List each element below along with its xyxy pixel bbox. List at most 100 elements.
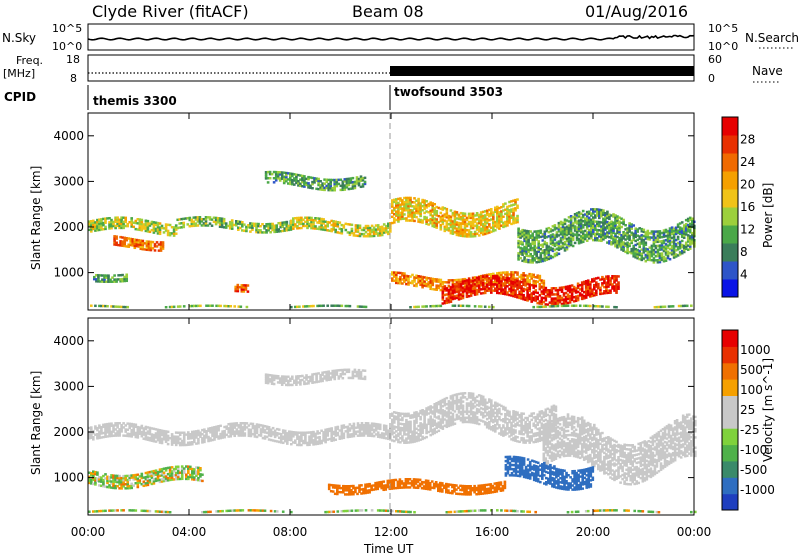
power-cell xyxy=(527,232,530,235)
power-cell xyxy=(263,231,266,234)
power-cell xyxy=(265,231,268,234)
power-cell xyxy=(451,291,455,295)
power-cell xyxy=(121,240,124,243)
power-cell xyxy=(240,284,244,287)
power-cell xyxy=(622,245,625,248)
velocity-cell xyxy=(362,424,366,427)
power-cell xyxy=(570,294,574,297)
power-cell xyxy=(628,244,631,248)
power-cell xyxy=(132,225,136,229)
velocity-cell xyxy=(443,410,447,413)
power-cell xyxy=(340,228,344,231)
power-cell xyxy=(552,287,556,290)
velocity-cell xyxy=(166,430,170,434)
velocity-cell xyxy=(108,422,111,426)
power-cell xyxy=(273,228,276,232)
velocity-cell xyxy=(429,417,433,420)
power-cell xyxy=(447,229,451,232)
power-cell xyxy=(453,304,457,307)
velocity-cell xyxy=(114,422,117,425)
power-cell xyxy=(206,224,210,227)
velocity-cell xyxy=(481,401,485,405)
velocity-cell xyxy=(449,423,453,427)
power-cell xyxy=(614,238,617,242)
power-cell xyxy=(88,228,91,232)
power-cell xyxy=(313,181,316,184)
power-cell xyxy=(481,216,485,220)
power-cell xyxy=(457,298,461,301)
power-cell xyxy=(578,284,582,287)
velocity-cell xyxy=(245,422,249,425)
power-cell xyxy=(508,289,511,293)
power-cell xyxy=(465,283,469,287)
power-cell xyxy=(566,293,570,296)
power-cell xyxy=(423,284,426,287)
power-cell xyxy=(611,285,614,288)
velocity-cell xyxy=(447,404,451,407)
power-cell xyxy=(508,283,511,287)
power-cell xyxy=(479,305,483,308)
power-cell xyxy=(504,292,507,296)
power-cell xyxy=(96,227,99,230)
power-cell xyxy=(294,225,297,228)
power-cell xyxy=(451,293,455,297)
velocity-cell xyxy=(292,433,295,436)
velocity-cell xyxy=(435,406,439,409)
power-cell xyxy=(141,239,145,243)
velocity-cell xyxy=(364,424,368,427)
velocity-cell xyxy=(340,433,344,436)
power-cell xyxy=(473,230,477,234)
velocity-cell xyxy=(281,435,285,438)
power-cell xyxy=(686,238,690,241)
power-cell xyxy=(166,231,170,235)
power-cell xyxy=(483,285,487,288)
power-cell xyxy=(516,271,519,274)
velocity-cell xyxy=(419,415,422,419)
power-cell xyxy=(668,251,672,255)
power-cell xyxy=(500,271,503,275)
power-cell xyxy=(113,239,116,242)
power-cell xyxy=(411,219,414,222)
power-cell xyxy=(670,253,674,256)
power-cell xyxy=(522,295,525,299)
velocity-cell xyxy=(136,430,140,433)
power-cell xyxy=(608,229,611,233)
power-cell xyxy=(265,225,268,228)
velocity-cell xyxy=(364,422,368,425)
velocity-cell xyxy=(405,433,408,436)
power-cell xyxy=(535,238,539,241)
power-cell xyxy=(389,228,392,231)
velocity-cell xyxy=(88,435,91,438)
velocity-cell xyxy=(237,424,241,427)
power-cell xyxy=(184,217,188,220)
power-cell xyxy=(680,229,684,232)
velocity-cell xyxy=(182,433,186,436)
power-cell xyxy=(577,211,581,214)
power-cell xyxy=(471,212,475,215)
velocity-cell xyxy=(346,435,350,439)
power-cell xyxy=(626,227,629,230)
velocity-cell xyxy=(475,422,479,425)
power-cell xyxy=(526,276,529,280)
velocity-cell xyxy=(98,426,101,429)
power-cell xyxy=(144,229,148,233)
velocity-cell xyxy=(174,443,178,447)
power-cell xyxy=(652,230,656,233)
power-cell xyxy=(421,305,424,308)
velocity-cell xyxy=(324,434,327,438)
velocity-cell xyxy=(298,441,301,445)
power-cell xyxy=(566,285,570,288)
velocity-cell xyxy=(457,405,461,408)
power-cell xyxy=(659,305,663,309)
power-cell xyxy=(585,221,589,224)
power-cell xyxy=(411,215,414,218)
power-cell xyxy=(378,227,382,231)
power-cell xyxy=(521,259,524,263)
velocity-cell xyxy=(193,440,196,444)
power-cell xyxy=(688,243,692,246)
power-cell xyxy=(463,284,467,287)
power-cell xyxy=(228,220,232,224)
velocity-cell xyxy=(134,433,138,437)
velocity-cell xyxy=(253,433,257,436)
velocity-cell xyxy=(463,392,467,395)
